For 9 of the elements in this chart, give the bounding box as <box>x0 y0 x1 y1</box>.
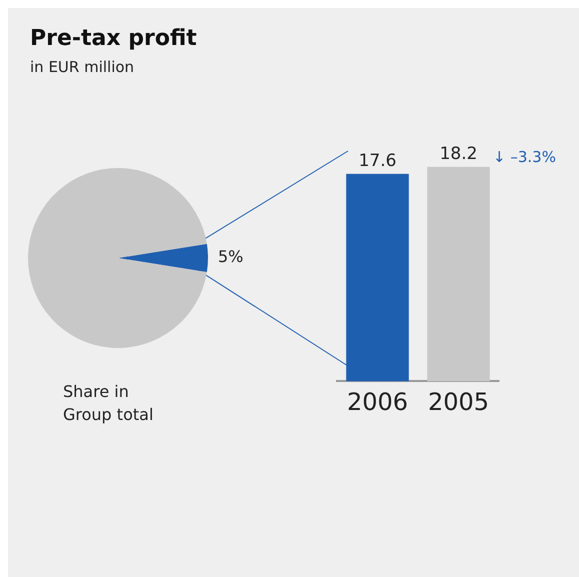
chart-subtitle: in EUR million <box>30 58 134 76</box>
data-label: 17.6 <box>358 151 396 172</box>
data-label: 5% <box>218 247 244 266</box>
text: ↓ –3.3% <box>493 148 556 166</box>
x-tick-label: 2006 <box>346 388 408 416</box>
chart-title: Pre-tax profit <box>30 26 197 51</box>
data-label: 18.2 <box>440 144 478 164</box>
text: Share in Group total <box>63 381 154 426</box>
x-tick-label: 2005 <box>428 388 490 416</box>
